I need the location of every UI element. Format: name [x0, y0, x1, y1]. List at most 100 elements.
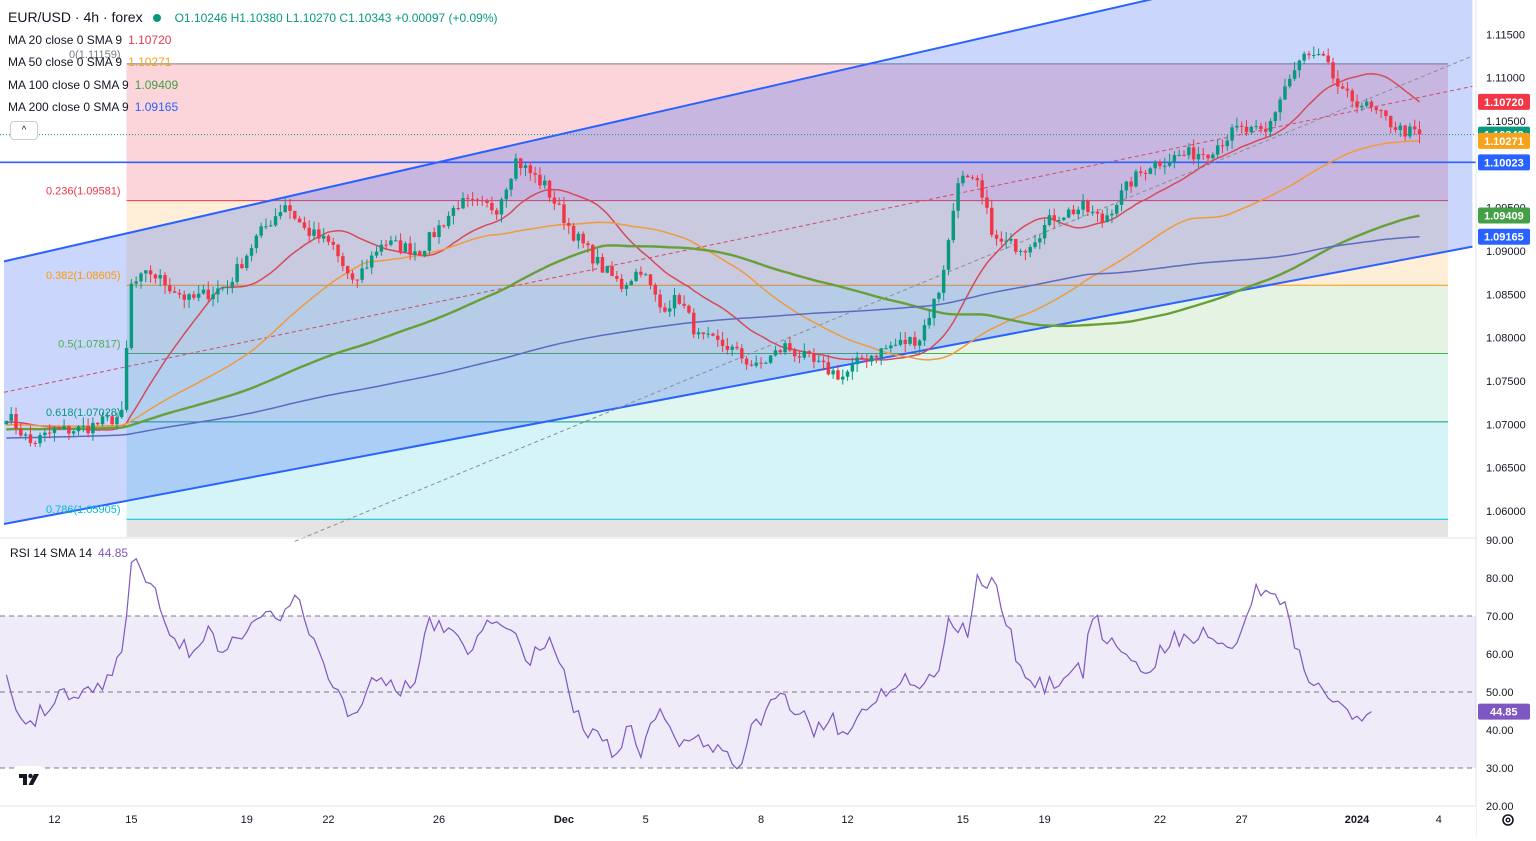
candle[interactable]: [730, 344, 734, 356]
candle[interactable]: [821, 356, 826, 371]
candle[interactable]: [148, 265, 153, 283]
candle[interactable]: [826, 354, 831, 376]
candle[interactable]: [975, 175, 980, 187]
candle[interactable]: [797, 350, 802, 364]
candle[interactable]: [326, 234, 331, 246]
candle[interactable]: [1369, 99, 1374, 112]
candle[interactable]: [1134, 169, 1138, 188]
candle[interactable]: [57, 426, 62, 430]
candle[interactable]: [547, 179, 552, 203]
candle[interactable]: [1191, 139, 1196, 165]
candle[interactable]: [735, 341, 739, 351]
candle[interactable]: [961, 170, 965, 187]
candle[interactable]: [965, 174, 970, 178]
candle[interactable]: [196, 285, 201, 302]
candle[interactable]: [408, 236, 412, 261]
candle[interactable]: [230, 277, 235, 294]
candle[interactable]: [19, 422, 23, 438]
candle[interactable]: [369, 251, 374, 275]
ma200-legend[interactable]: MA 200 close 0 SMA 9 1.09165: [8, 100, 178, 115]
candle[interactable]: [980, 173, 984, 205]
ma100-legend[interactable]: MA 100 close 0 SMA 9 1.09409: [8, 78, 178, 93]
candle[interactable]: [711, 332, 715, 337]
candle[interactable]: [163, 271, 167, 294]
candle[interactable]: [456, 201, 460, 211]
candle[interactable]: [1114, 203, 1119, 217]
candle[interactable]: [990, 199, 994, 238]
candle[interactable]: [667, 300, 672, 317]
candle[interactable]: [898, 332, 903, 347]
ma-line-20[interactable]: [6, 72, 1420, 431]
candle[interactable]: [754, 355, 758, 368]
candle[interactable]: [523, 162, 528, 177]
candle[interactable]: [422, 250, 427, 258]
candle[interactable]: [768, 355, 773, 365]
ma20-legend[interactable]: MA 20 close 0 SMA 9 1.10720: [8, 33, 171, 48]
candle[interactable]: [485, 198, 489, 208]
candle[interactable]: [1167, 153, 1172, 168]
candle[interactable]: [345, 265, 350, 280]
candle[interactable]: [836, 365, 840, 381]
ma50-legend[interactable]: MA 50 close 0 SMA 9 1.10271: [8, 55, 171, 70]
candle[interactable]: [884, 344, 888, 350]
candle[interactable]: [240, 258, 244, 270]
candle[interactable]: [629, 279, 633, 286]
candle[interactable]: [1379, 109, 1383, 119]
candle[interactable]: [499, 197, 504, 223]
candle[interactable]: [1398, 122, 1403, 138]
candle[interactable]: [1220, 139, 1225, 154]
candle[interactable]: [744, 356, 749, 370]
gear-icon[interactable]: [1500, 812, 1516, 828]
candle[interactable]: [692, 308, 696, 338]
candle[interactable]: [1033, 234, 1037, 249]
candle[interactable]: [192, 290, 196, 300]
candle[interactable]: [187, 292, 191, 309]
candle[interactable]: [1307, 50, 1311, 60]
candle[interactable]: [643, 272, 648, 276]
candle[interactable]: [374, 246, 379, 259]
candle[interactable]: [576, 231, 581, 249]
candle[interactable]: [115, 412, 119, 430]
candle[interactable]: [1412, 119, 1417, 136]
candle[interactable]: [783, 339, 787, 356]
candle[interactable]: [1374, 106, 1379, 114]
candle[interactable]: [1360, 102, 1364, 111]
candle[interactable]: [129, 278, 134, 350]
channel-upper-line[interactable]: [3, 0, 1472, 263]
candle[interactable]: [288, 198, 292, 219]
candle[interactable]: [14, 407, 18, 435]
candle[interactable]: [1071, 205, 1076, 216]
candle[interactable]: [543, 175, 547, 189]
candle[interactable]: [557, 197, 561, 206]
ma-line-100[interactable]: [6, 214, 1420, 431]
candle[interactable]: [1350, 88, 1354, 108]
candle[interactable]: [1235, 117, 1239, 132]
candle[interactable]: [182, 290, 186, 309]
trend-line-dashed[interactable]: [294, 55, 1473, 542]
candle[interactable]: [720, 331, 725, 352]
candle[interactable]: [1336, 70, 1340, 94]
candle[interactable]: [932, 298, 936, 326]
candle[interactable]: [696, 328, 701, 339]
rsi-legend[interactable]: RSI 14 SMA 14 44.85: [10, 546, 128, 560]
candle[interactable]: [865, 354, 869, 369]
candle[interactable]: [581, 231, 585, 248]
candle[interactable]: [144, 270, 148, 283]
candle[interactable]: [562, 196, 566, 230]
candle[interactable]: [1393, 121, 1398, 133]
candle[interactable]: [841, 369, 845, 385]
candle[interactable]: [913, 331, 917, 350]
candle[interactable]: [778, 348, 782, 355]
candle[interactable]: [418, 250, 422, 257]
candle[interactable]: [153, 273, 158, 284]
candle[interactable]: [1364, 98, 1369, 108]
candle[interactable]: [999, 231, 1004, 246]
candle[interactable]: [1259, 122, 1263, 134]
candle[interactable]: [1408, 123, 1412, 139]
candle[interactable]: [67, 425, 71, 440]
candle[interactable]: [312, 221, 316, 240]
candle[interactable]: [1230, 124, 1234, 149]
candle[interactable]: [1316, 48, 1321, 56]
